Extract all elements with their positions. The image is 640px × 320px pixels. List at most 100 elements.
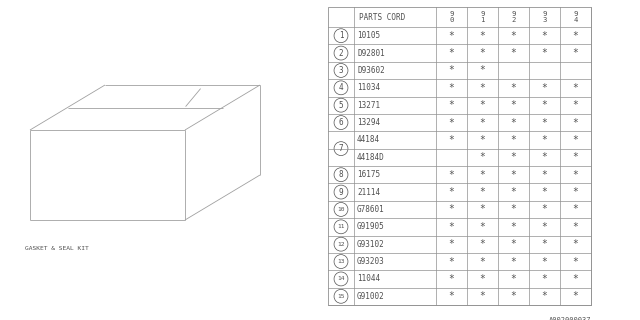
Text: 10105: 10105 (357, 31, 380, 40)
Text: *: * (573, 257, 579, 267)
Text: *: * (511, 117, 516, 128)
Text: 13271: 13271 (357, 101, 380, 110)
Text: *: * (479, 48, 485, 58)
Text: 9
1: 9 1 (480, 11, 484, 23)
Text: 15: 15 (337, 294, 345, 299)
Text: 3: 3 (339, 66, 343, 75)
Text: *: * (573, 291, 579, 301)
Text: 9: 9 (339, 188, 343, 196)
Text: 7: 7 (339, 144, 343, 153)
Text: *: * (511, 257, 516, 267)
Text: *: * (511, 170, 516, 180)
Text: *: * (541, 257, 547, 267)
Text: *: * (541, 204, 547, 214)
Text: *: * (573, 83, 579, 93)
Text: *: * (479, 31, 485, 41)
Text: *: * (573, 222, 579, 232)
Text: *: * (541, 239, 547, 249)
Text: *: * (573, 31, 579, 41)
Text: *: * (541, 83, 547, 93)
Text: *: * (479, 117, 485, 128)
Text: *: * (511, 274, 516, 284)
Text: 11044: 11044 (357, 275, 380, 284)
Text: *: * (449, 274, 454, 284)
Text: *: * (511, 83, 516, 93)
Text: 13294: 13294 (357, 118, 380, 127)
Text: *: * (573, 135, 579, 145)
Text: *: * (511, 48, 516, 58)
Text: 16175: 16175 (357, 170, 380, 179)
Text: *: * (541, 48, 547, 58)
Text: *: * (449, 239, 454, 249)
Text: 8: 8 (339, 170, 343, 179)
Text: *: * (573, 187, 579, 197)
Text: *: * (573, 170, 579, 180)
Text: *: * (573, 117, 579, 128)
Text: *: * (541, 152, 547, 162)
Text: *: * (449, 31, 454, 41)
Text: D93602: D93602 (357, 66, 385, 75)
Text: *: * (479, 291, 485, 301)
Text: *: * (511, 239, 516, 249)
Text: *: * (573, 152, 579, 162)
Text: *: * (479, 187, 485, 197)
Text: 10: 10 (337, 207, 345, 212)
Text: 9
4: 9 4 (573, 11, 578, 23)
Text: *: * (479, 152, 485, 162)
Text: 14: 14 (337, 276, 345, 281)
Text: 4: 4 (339, 83, 343, 92)
Text: 5: 5 (339, 101, 343, 110)
Text: 11: 11 (337, 224, 345, 229)
Text: *: * (511, 291, 516, 301)
Text: *: * (479, 274, 485, 284)
Text: GASKET & SEAL KIT: GASKET & SEAL KIT (25, 245, 89, 251)
Text: 9
0: 9 0 (449, 11, 454, 23)
Text: *: * (511, 31, 516, 41)
Text: 21114: 21114 (357, 188, 380, 196)
Text: *: * (511, 152, 516, 162)
Text: G91002: G91002 (357, 292, 385, 301)
Text: *: * (573, 48, 579, 58)
Text: *: * (541, 170, 547, 180)
Text: 12: 12 (337, 242, 345, 247)
Text: *: * (541, 274, 547, 284)
Text: PARTS CORD: PARTS CORD (359, 12, 405, 21)
Text: *: * (511, 135, 516, 145)
Text: 13: 13 (337, 259, 345, 264)
Text: 9
2: 9 2 (511, 11, 516, 23)
Text: 44184D: 44184D (357, 153, 385, 162)
Text: *: * (479, 135, 485, 145)
Text: *: * (449, 117, 454, 128)
Text: *: * (479, 204, 485, 214)
Text: *: * (541, 222, 547, 232)
Text: *: * (479, 170, 485, 180)
Text: 6: 6 (339, 118, 343, 127)
Text: G78601: G78601 (357, 205, 385, 214)
Text: *: * (449, 291, 454, 301)
Text: G91905: G91905 (357, 222, 385, 231)
Text: *: * (511, 204, 516, 214)
Text: *: * (449, 83, 454, 93)
Text: *: * (449, 65, 454, 76)
Text: *: * (511, 100, 516, 110)
Bar (328, 7, 591, 305)
Text: *: * (479, 257, 485, 267)
Text: D92801: D92801 (357, 49, 385, 58)
Text: *: * (573, 274, 579, 284)
Text: *: * (573, 239, 579, 249)
Text: *: * (449, 100, 454, 110)
Text: 11034: 11034 (357, 83, 380, 92)
Text: *: * (541, 100, 547, 110)
Text: *: * (541, 187, 547, 197)
Text: G93102: G93102 (357, 240, 385, 249)
Text: *: * (541, 31, 547, 41)
Text: *: * (479, 100, 485, 110)
Text: *: * (479, 239, 485, 249)
Text: *: * (449, 135, 454, 145)
Text: *: * (449, 204, 454, 214)
Text: 2: 2 (339, 49, 343, 58)
Text: *: * (449, 170, 454, 180)
Text: 1: 1 (339, 31, 343, 40)
Text: *: * (479, 222, 485, 232)
Text: *: * (511, 222, 516, 232)
